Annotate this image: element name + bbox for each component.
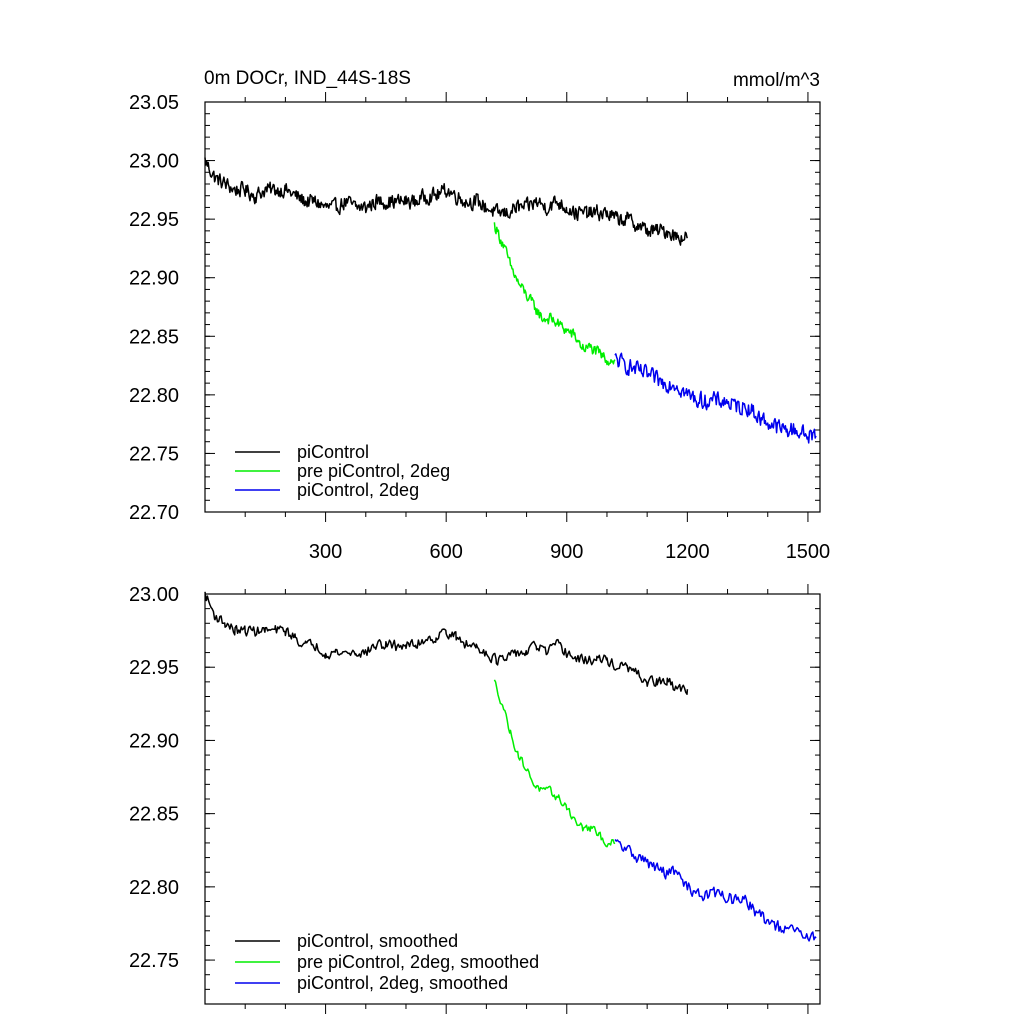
legend-label: piControl, 2deg bbox=[297, 480, 419, 500]
x-tick-label: 600 bbox=[429, 541, 462, 563]
y-tick-label: 22.90 bbox=[129, 730, 179, 752]
y-tick-label: 22.95 bbox=[129, 657, 179, 679]
series-line-1 bbox=[493, 679, 616, 848]
y-tick-label: 22.85 bbox=[129, 326, 179, 348]
top-axis-frame bbox=[204, 101, 821, 513]
bottom-ticks: 22.75 22.80 22.85 22.90 22.95 23.00 bbox=[129, 584, 820, 1014]
y-tick-label: 22.85 bbox=[129, 804, 179, 826]
y-tick-label: 23.00 bbox=[129, 151, 179, 173]
bottom-panel: 22.75 22.80 22.85 22.90 22.95 23.00 piControl… bbox=[129, 584, 821, 1014]
top-panel: 0m DOCr, IND_44S-18S mmol/m^3 22.70 22.75… bbox=[129, 68, 830, 563]
series-line-1 bbox=[493, 222, 616, 366]
y-tick-label: 23.00 bbox=[129, 584, 179, 606]
legend-label: pre piControl, 2deg bbox=[297, 461, 450, 481]
y-tick-label: 22.70 bbox=[129, 502, 179, 524]
x-tick-label: 900 bbox=[550, 541, 583, 563]
series-line-0 bbox=[204, 591, 689, 695]
top-title-left: 0m DOCr, IND_44S-18S bbox=[204, 68, 411, 89]
y-tick-label: 22.75 bbox=[129, 443, 179, 465]
y-tick-label: 22.75 bbox=[129, 950, 179, 972]
series-line-0 bbox=[204, 157, 689, 246]
series-line-2 bbox=[614, 352, 817, 444]
x-tick-label: 300 bbox=[309, 541, 342, 563]
legend-label: piControl, 2deg, smoothed bbox=[297, 973, 508, 993]
y-tick-label: 22.90 bbox=[129, 268, 179, 290]
top-ticks: 22.70 22.75 22.80 22.85 22.90 22.95 23.00 23.05… bbox=[129, 92, 830, 563]
legend-label: piControl bbox=[297, 442, 369, 462]
bottom-axis-frame bbox=[204, 593, 821, 1005]
top-title-right: mmol/m^3 bbox=[733, 70, 820, 91]
y-tick-label: 22.80 bbox=[129, 877, 179, 899]
legend-label: pre piControl, 2deg, smoothed bbox=[297, 952, 539, 972]
x-tick-label: 1500 bbox=[786, 541, 831, 563]
legend-label: piControl, smoothed bbox=[297, 931, 458, 951]
y-tick-label: 23.05 bbox=[129, 92, 179, 114]
y-tick-label: 22.80 bbox=[129, 385, 179, 407]
series-line-2 bbox=[614, 839, 817, 942]
bottom-series-group bbox=[204, 591, 817, 942]
y-tick-label: 22.95 bbox=[129, 209, 179, 231]
top-series-group bbox=[204, 157, 817, 444]
x-tick-label: 1200 bbox=[665, 541, 710, 563]
